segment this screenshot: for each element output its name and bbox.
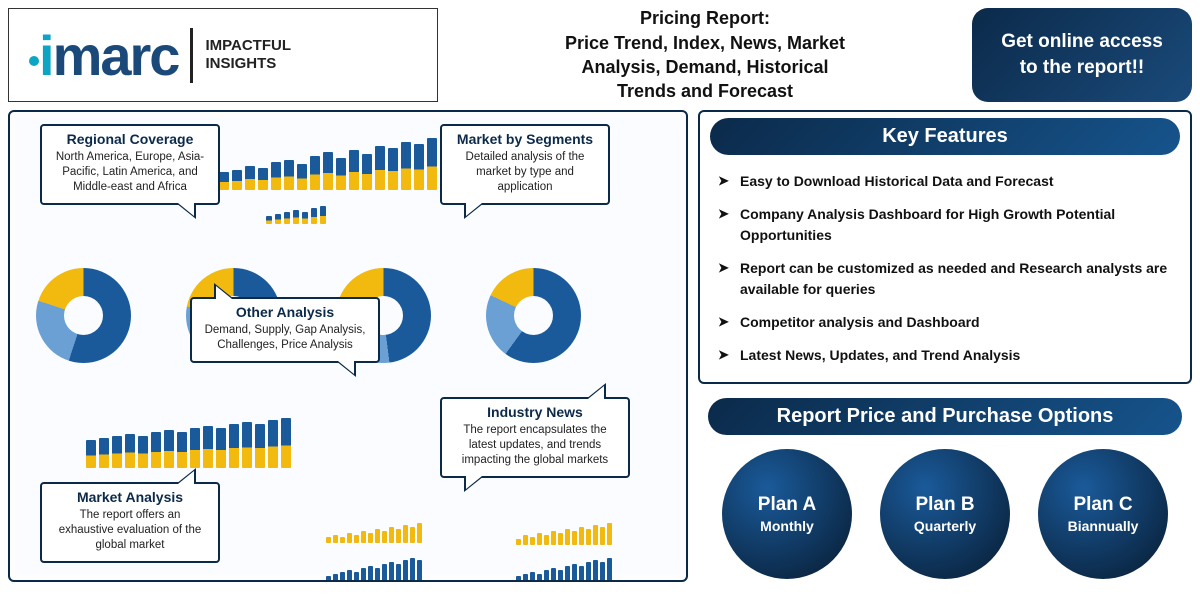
key-feature-item: Latest News, Updates, and Trend Analysis: [718, 339, 1172, 372]
logo-dot-icon: [29, 56, 39, 66]
key-feature-item: Easy to Download Historical Data and For…: [718, 165, 1172, 198]
callout-news-body: The report encapsulates the latest updat…: [452, 423, 618, 468]
sparkline-3: [326, 558, 422, 582]
cta-button[interactable]: Get online access to the report!!: [972, 8, 1192, 102]
pricing-panel: Report Price and Purchase Options Plan A…: [698, 392, 1192, 579]
callout-other-body: Demand, Supply, Gap Analysis, Challenges…: [202, 323, 368, 353]
key-feature-item: Company Analysis Dashboard for High Grow…: [718, 198, 1172, 252]
callout-other-title: Other Analysis: [202, 304, 368, 320]
dashboard-preview: Regional Coverage North America, Europe,…: [8, 110, 688, 582]
logo-divider-icon: [190, 28, 193, 83]
key-feature-item: Competitor analysis and Dashboard: [718, 306, 1172, 339]
plans-row: Plan A Monthly Plan B Quarterly Plan C Biannu…: [698, 445, 1192, 579]
title-line3: Analysis, Demand, Historical: [448, 55, 962, 79]
key-features-list: Easy to Download Historical Data and For…: [700, 165, 1190, 372]
report-title: Pricing Report: Price Trend, Index, News…: [448, 8, 962, 102]
callout-other: Other Analysis Demand, Supply, Gap Analy…: [190, 297, 380, 363]
callout-market: Market Analysis The report offers an exh…: [40, 482, 220, 563]
logo-letter-i: i: [39, 24, 53, 87]
callout-regional: Regional Coverage North America, Europe,…: [40, 124, 220, 205]
sparkline-1: [326, 523, 422, 543]
callout-regional-title: Regional Coverage: [52, 131, 208, 147]
plan-option[interactable]: Plan B Quarterly: [880, 449, 1010, 579]
callout-news-title: Industry News: [452, 404, 618, 420]
plan-period: Quarterly: [914, 518, 976, 534]
mid-bar-chart: [86, 418, 291, 468]
top-bar-chart: [206, 138, 437, 190]
plan-option[interactable]: Plan C Biannually: [1038, 449, 1168, 579]
callout-regional-body: North America, Europe, Asia-Pacific, Lat…: [52, 150, 208, 195]
plan-name: Plan B: [915, 494, 974, 516]
plan-option[interactable]: Plan A Monthly: [722, 449, 852, 579]
donut-chart: [486, 268, 581, 363]
sparkline-2: [516, 523, 612, 545]
donut-chart: [36, 268, 131, 363]
plan-period: Biannually: [1068, 518, 1139, 534]
cta-label: Get online access to the report!!: [992, 29, 1172, 80]
mini-bar-chart: [266, 206, 326, 224]
key-feature-item: Report can be customized as needed and R…: [718, 252, 1172, 306]
plan-name: Plan C: [1073, 494, 1132, 516]
callout-segments-title: Market by Segments: [452, 131, 598, 147]
key-features-panel: Key Features Easy to Download Historical…: [698, 110, 1192, 384]
logo-panel: imarc IMPACTFUL INSIGHTS: [8, 8, 438, 102]
logo-tagline: IMPACTFUL INSIGHTS: [205, 37, 291, 73]
logo-brand: marc: [53, 24, 179, 87]
title-line2: Price Trend, Index, News, Market: [448, 31, 962, 55]
sparkline-4: [516, 558, 612, 582]
pricing-header: Report Price and Purchase Options: [708, 398, 1182, 435]
key-features-header: Key Features: [710, 118, 1180, 155]
plan-period: Monthly: [760, 518, 814, 534]
tagline-line2: INSIGHTS: [205, 55, 276, 72]
title-line1: Pricing Report:: [448, 6, 962, 30]
plan-name: Plan A: [758, 494, 816, 516]
callout-segments: Market by Segments Detailed analysis of …: [440, 124, 610, 205]
callout-market-title: Market Analysis: [52, 489, 208, 505]
callout-news: Industry News The report encapsulates th…: [440, 397, 630, 478]
callout-segments-body: Detailed analysis of the market by type …: [452, 150, 598, 195]
callout-market-body: The report offers an exhaustive evaluati…: [52, 508, 208, 553]
title-line4: Trends and Forecast: [448, 79, 962, 103]
tagline-line1: IMPACTFUL: [205, 37, 291, 54]
